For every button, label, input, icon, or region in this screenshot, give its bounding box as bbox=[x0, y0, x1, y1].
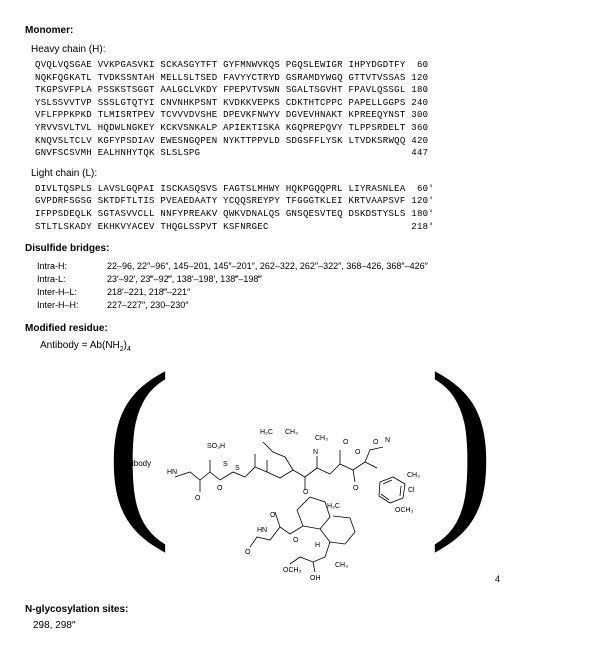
svg-text:N: N bbox=[385, 437, 390, 444]
chemical-structure: ( Antibody SO₃H bbox=[25, 359, 575, 594]
molecule-svg: SO₃H H₃C CH₃ CH₃ O N O O N CH₃ Cl OCH₃ H… bbox=[155, 372, 445, 582]
svg-text:O: O bbox=[303, 489, 309, 496]
light-chain-title: Light chain (L): bbox=[31, 168, 575, 179]
svg-text:O: O bbox=[245, 549, 251, 556]
svg-text:S: S bbox=[235, 465, 240, 472]
heavy-chain-sequence: QVQLVQSGAE VVKPGASVKI SCKASGYTFT GYFMNWV… bbox=[35, 59, 575, 160]
svg-text:HN: HN bbox=[167, 469, 177, 476]
svg-text:OCH₃: OCH₃ bbox=[395, 507, 414, 514]
bracket-right: ) bbox=[428, 329, 495, 558]
bridge-row: Inter-H–L:218′–221, 218‴–221″ bbox=[37, 287, 436, 298]
heavy-chain-title: Heavy chain (H): bbox=[31, 44, 575, 55]
svg-text:H₃C: H₃C bbox=[260, 429, 273, 436]
glycosylation-title: N-glycosylation sites: bbox=[25, 604, 575, 615]
svg-text:H: H bbox=[315, 542, 320, 549]
bridge-row: Intra-H:22–96, 22″–96″, 145–201, 145″–20… bbox=[37, 261, 436, 272]
svg-text:O: O bbox=[343, 439, 349, 446]
svg-text:SO₃H: SO₃H bbox=[207, 443, 225, 450]
svg-text:O: O bbox=[355, 449, 361, 456]
glycosylation-value: 298, 298″ bbox=[33, 620, 575, 631]
disulfide-title: Disulfide bridges: bbox=[25, 243, 575, 254]
svg-text:OH: OH bbox=[310, 575, 321, 582]
svg-text:OCH₃: OCH₃ bbox=[283, 567, 302, 574]
svg-text:O: O bbox=[270, 512, 276, 519]
svg-text:O: O bbox=[373, 439, 379, 446]
bracket-subscript: 4 bbox=[495, 574, 500, 584]
svg-text:O: O bbox=[353, 485, 359, 492]
disulfide-table: Intra-H:22–96, 22″–96″, 145–201, 145″–20… bbox=[35, 259, 438, 313]
svg-text:O: O bbox=[217, 485, 223, 492]
light-chain-sequence: DIVLTQSPLS LAVSLGQPAI ISCKASQSVS FAGTSLM… bbox=[35, 183, 575, 233]
bridge-row: Inter-H–H:227–227″, 230–230″ bbox=[37, 300, 436, 311]
svg-text:CH₃: CH₃ bbox=[407, 472, 420, 479]
svg-text:HN: HN bbox=[257, 527, 267, 534]
svg-text:S: S bbox=[223, 461, 228, 468]
svg-text:CH₃: CH₃ bbox=[285, 429, 298, 436]
antibody-label: Antibody bbox=[120, 459, 151, 468]
svg-text:N: N bbox=[313, 449, 318, 456]
bridge-row: Intra-L:23′–92′, 23‴–92‴, 138′–198′, 138… bbox=[37, 274, 436, 285]
svg-text:O: O bbox=[195, 495, 201, 502]
svg-text:Cl: Cl bbox=[408, 487, 415, 494]
svg-text:CH₃: CH₃ bbox=[335, 562, 348, 569]
svg-text:CH₃: CH₃ bbox=[315, 435, 328, 442]
svg-text:H₃C: H₃C bbox=[327, 503, 340, 510]
monomer-title: Monomer: bbox=[25, 25, 575, 36]
svg-text:O: O bbox=[293, 537, 299, 544]
